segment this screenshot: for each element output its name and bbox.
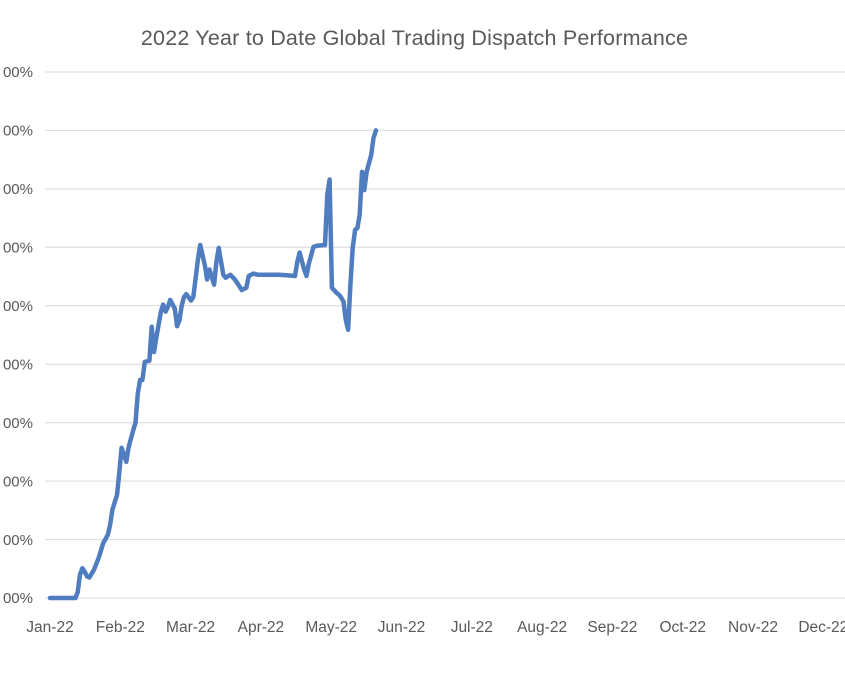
- y-tick-label: 00%: [3, 590, 33, 607]
- y-tick-label: 00%: [3, 415, 33, 432]
- x-tick-label: Sep-22: [587, 619, 637, 636]
- y-tick-label: 00%: [3, 473, 33, 490]
- x-tick-label: Nov-22: [728, 619, 778, 636]
- y-tick-label: 00%: [3, 532, 33, 549]
- series-line: [47, 128, 379, 601]
- y-tick-label: 00%: [3, 64, 33, 81]
- chart-title: 2022 Year to Date Global Trading Dispatc…: [140, 26, 689, 50]
- y-tick-label: 00%: [3, 356, 33, 373]
- x-tick-label: Apr-22: [238, 619, 285, 636]
- y-tick-label: 00%: [3, 123, 33, 140]
- x-tick-label: May-22: [305, 619, 357, 636]
- x-tick-label: Jun-22: [378, 619, 425, 636]
- y-tick-label: 00%: [3, 181, 33, 198]
- x-tick-label: Oct-22: [659, 619, 706, 636]
- x-tick-label: Mar-22: [166, 619, 215, 636]
- x-tick-label: Aug-22: [517, 619, 567, 636]
- y-tick-label: 00%: [3, 298, 33, 315]
- x-tick-label: Jan-22: [26, 619, 73, 636]
- x-tick-label: Feb-22: [96, 619, 145, 636]
- x-tick-label: Jul-22: [451, 619, 493, 636]
- x-tick-label: Dec-22: [798, 619, 845, 636]
- y-tick-label: 00%: [3, 240, 33, 257]
